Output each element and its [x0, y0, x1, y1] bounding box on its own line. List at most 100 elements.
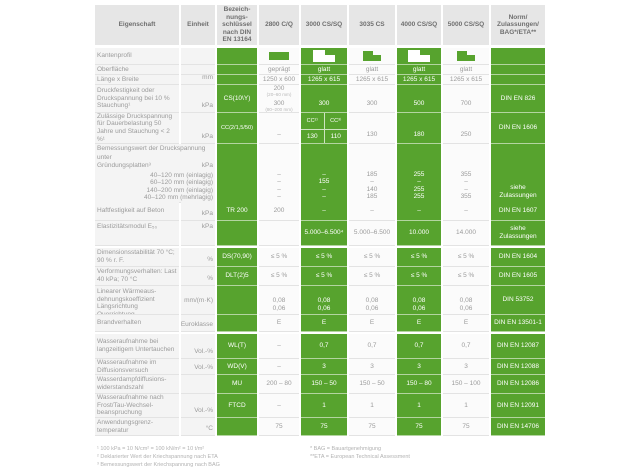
sub-label: Längsrichtung: [97, 303, 138, 311]
row-unit: Euroklasse: [181, 315, 215, 332]
value-cell: ≤ 5 %: [259, 248, 299, 267]
value-cell: [397, 48, 441, 65]
row-label-2: Gründungsplatten³: [97, 162, 151, 170]
value-cell: ≤ 5 %: [443, 248, 489, 267]
row-waermeausdehnung: Linearer Wärmeaus-dehnungskoeffizient Lä…: [95, 286, 545, 315]
column-header-2800: 2800 C/Q: [259, 5, 299, 45]
value-cell: geprägt: [259, 65, 299, 75]
row-bemessungswert: Bemessungswert der Druckspannung unter G…: [95, 144, 545, 204]
designation-cell: TR 200: [217, 202, 257, 221]
value-cell: E: [397, 315, 441, 332]
row-unit: kPa: [181, 85, 215, 113]
value-cell: 3: [301, 359, 347, 375]
row-unit: [181, 375, 215, 394]
norm-cell: [491, 75, 545, 85]
sub-value: –: [277, 193, 281, 200]
norm-cell: DIN EN 14706: [491, 418, 545, 436]
value-cell: 250: [443, 113, 489, 144]
row-label: Wasseraufnahme im Diffusionsversuch: [95, 359, 179, 375]
norm-cell: DIN 53752: [491, 286, 545, 315]
sub-value: 0,06: [317, 304, 331, 312]
sub-value: –: [464, 178, 468, 186]
value-cell: E: [259, 315, 299, 332]
value-cell: 355 – – 355: [443, 144, 489, 204]
designation-cell: WD(V): [217, 359, 257, 375]
table-header-row: Eigenschaft Einheit Bezeich-nungs-schlüs…: [95, 5, 545, 45]
column-header-property: Eigenschaft: [95, 5, 179, 45]
row-laenge-breite: Länge x Breite mm 1250 x 600 1265 x 615 …: [95, 75, 545, 85]
edge-profile-step-icon: [457, 51, 475, 61]
row-unit: Vol.-%: [181, 334, 215, 359]
row-unit: kPa: [181, 221, 215, 246]
norm-cell: [491, 65, 545, 75]
edge-profile-straight-icon: [269, 52, 289, 60]
value-cell: 150 – 50: [349, 375, 395, 394]
value-cell: 75: [397, 418, 441, 436]
value-cell: 130: [349, 113, 395, 144]
sub-value: –: [322, 185, 326, 193]
norm-cell: DIN EN 826: [491, 85, 545, 113]
value-cell: 180: [397, 113, 441, 144]
sub-value: 0,06: [365, 304, 379, 312]
sub-value: 255: [413, 170, 425, 178]
row-label: Oberfläche: [95, 65, 179, 75]
row-unit: Vol.-%: [181, 394, 215, 418]
value-cell: 14.000: [443, 221, 489, 246]
row-label: Wasseraufnahme bei langzeitigem Untertau…: [95, 334, 179, 359]
sub-value: –: [322, 170, 326, 178]
divider: [323, 113, 325, 143]
cc-value: 130: [306, 132, 318, 140]
row-label: Zulässige Druckspannung für Dauerbelastu…: [95, 113, 179, 144]
column-header-3035: 3035 CS: [349, 5, 395, 45]
row-label: Brandverhalten: [95, 315, 179, 332]
row-label: Kantenprofil: [95, 48, 179, 65]
sub-label: Querrichtung: [97, 310, 135, 315]
norm-cell: DIN EN 1605: [491, 267, 545, 286]
value-cell: 150 – 100: [443, 375, 489, 394]
value-lower: 300: [273, 100, 285, 107]
column-header-5000: 5000 CS/SQ: [443, 5, 489, 45]
designation-cell: [217, 48, 257, 65]
row-verformungsverhalten: Verformungsverhalten: Last 40 kPa; 70 °C…: [95, 267, 545, 286]
designation-cell: [217, 221, 257, 246]
sub-value: –: [417, 178, 421, 186]
value-cell-split: CC²⁾ 130 CC³⁾ 110: [301, 113, 347, 144]
row-label: Druckfestigkeit oder Druckspannung bei 1…: [95, 85, 179, 113]
value-cell: 1: [443, 394, 489, 418]
value-cell: –: [259, 334, 299, 359]
sub-label: 40–120 mm (einlagig): [150, 171, 213, 179]
value-cell: 3: [349, 359, 395, 375]
footnote: * BAG = Bauartgenehmigung: [310, 446, 382, 452]
value-cell: 3: [397, 359, 441, 375]
value-cell: –: [301, 202, 347, 221]
edge-profile-step-icon: [363, 51, 381, 61]
cc-label: CC³⁾: [324, 113, 347, 130]
value-cell: 10.000: [397, 221, 441, 246]
row-unit: Vol.-%: [181, 359, 215, 375]
value-cell: –: [259, 394, 299, 418]
row-anwendungsgrenztemperatur: Anwendungsgrenz-temperatur °C 75 75 75 7…: [95, 418, 545, 436]
row-unit: %: [181, 267, 215, 286]
value-cell: ≤ 5 %: [349, 267, 395, 286]
value-cell: 185 – 140 185: [349, 144, 395, 204]
row-unit: kPa: [201, 162, 213, 170]
sub-value: –: [277, 185, 281, 193]
sub-value: –: [370, 178, 374, 186]
value-cell: 0,08 0,06: [443, 286, 489, 315]
value-cell: 0,7: [301, 334, 347, 359]
edge-profile-step-icon: [408, 50, 430, 62]
row-wasseraufnahme-untertauchen: Wasseraufnahme bei langzeitigem Untertau…: [95, 334, 545, 359]
footnotes-right: * BAG = Bauartgenehmigung **ETA = Europe…: [310, 445, 410, 461]
cc-value: 110: [330, 132, 341, 140]
value-cell: 150 – 80: [397, 375, 441, 394]
value-cell: 0,08 0,06: [259, 286, 299, 315]
row-frost-tau: Wasseraufnahme nach Frost/Tau-Wechsel-be…: [95, 394, 545, 418]
value-cell: 0,7: [397, 334, 441, 359]
designation-cell: [217, 418, 257, 436]
value-cell: [259, 221, 299, 246]
value-cell: 300: [349, 85, 395, 113]
range-lower: (80–200 mm): [265, 107, 293, 112]
footnotes-left: ¹ 100 kPa = 10 N/cm² = 100 kN/m² = 10 t/…: [97, 445, 220, 469]
sub-value: 0,08: [365, 297, 379, 304]
row-unit: mm: [181, 75, 215, 85]
